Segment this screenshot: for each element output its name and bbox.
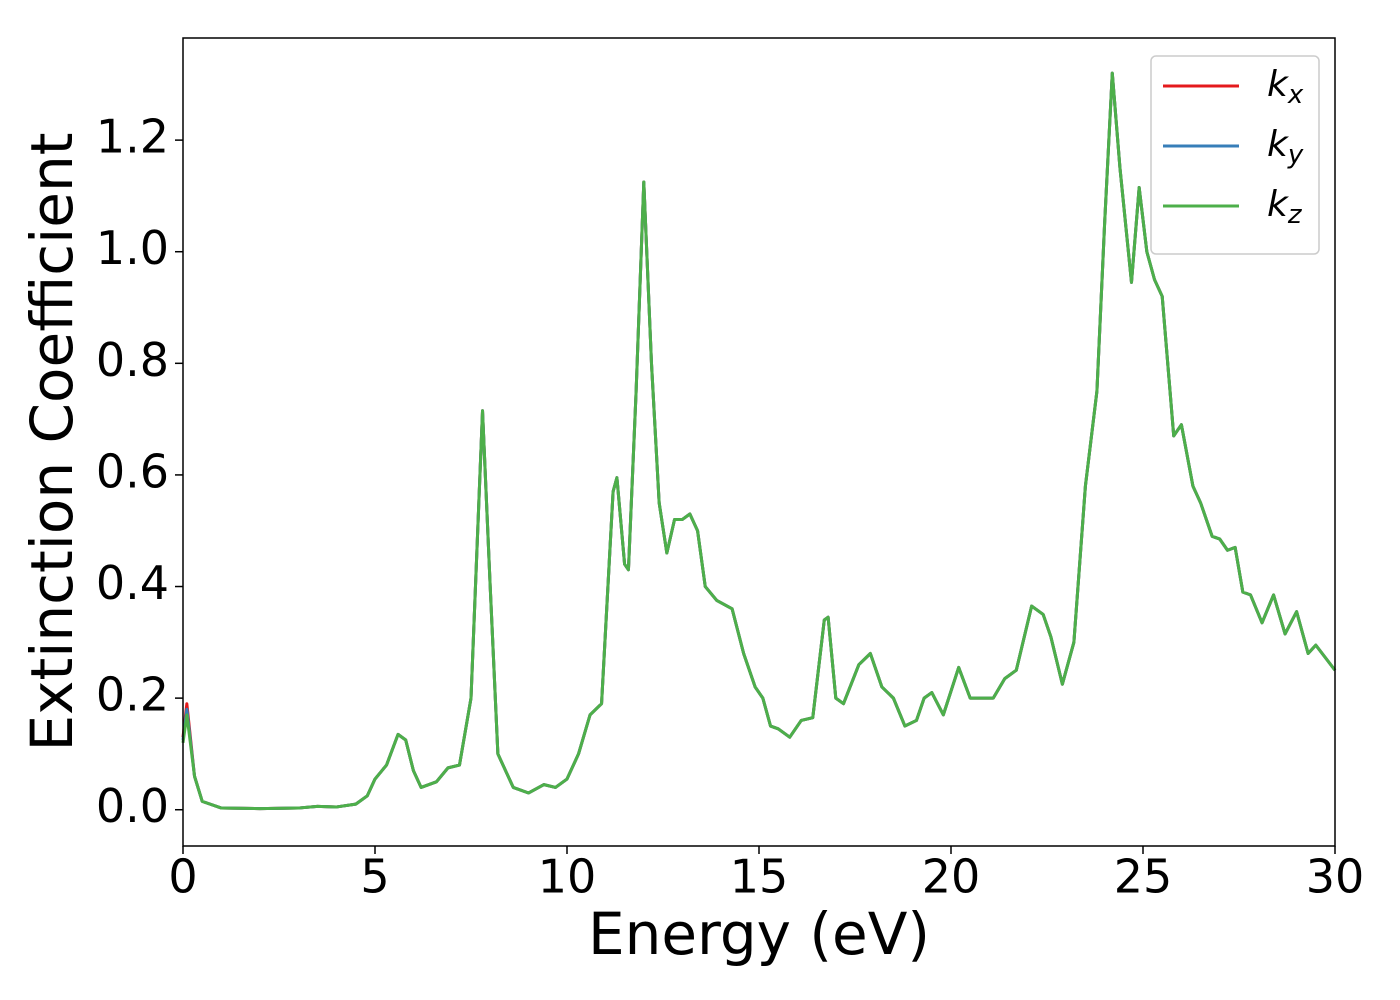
y-tick-label: 1.0 xyxy=(96,221,169,275)
x-tick-label: 30 xyxy=(1306,850,1365,904)
y-tick-label: 0.0 xyxy=(96,779,169,833)
y-tick-label: 0.8 xyxy=(96,333,169,387)
legend-label: ky xyxy=(1267,124,1304,170)
y-tick-label: 1.2 xyxy=(96,110,169,164)
data-line xyxy=(181,71,1337,811)
plot-frame xyxy=(182,37,1336,847)
x-tick-label: 10 xyxy=(538,850,597,904)
legend-label: kz xyxy=(1267,184,1303,230)
x-tick-label: 5 xyxy=(360,850,389,904)
x-axis-label: Energy (eV) xyxy=(588,900,930,968)
x-tick-label: 20 xyxy=(922,850,981,904)
x-tick-label: 0 xyxy=(168,850,197,904)
y-tick-label: 0.4 xyxy=(96,556,169,610)
x-tick-label: 15 xyxy=(730,850,789,904)
legend-label: kx xyxy=(1267,64,1304,110)
y-axis-label: Extinction Coefficient xyxy=(18,133,86,752)
y-tick-label: 0.2 xyxy=(96,668,169,722)
x-tick-label: 25 xyxy=(1114,850,1173,904)
y-tick-label: 0.6 xyxy=(96,444,169,498)
